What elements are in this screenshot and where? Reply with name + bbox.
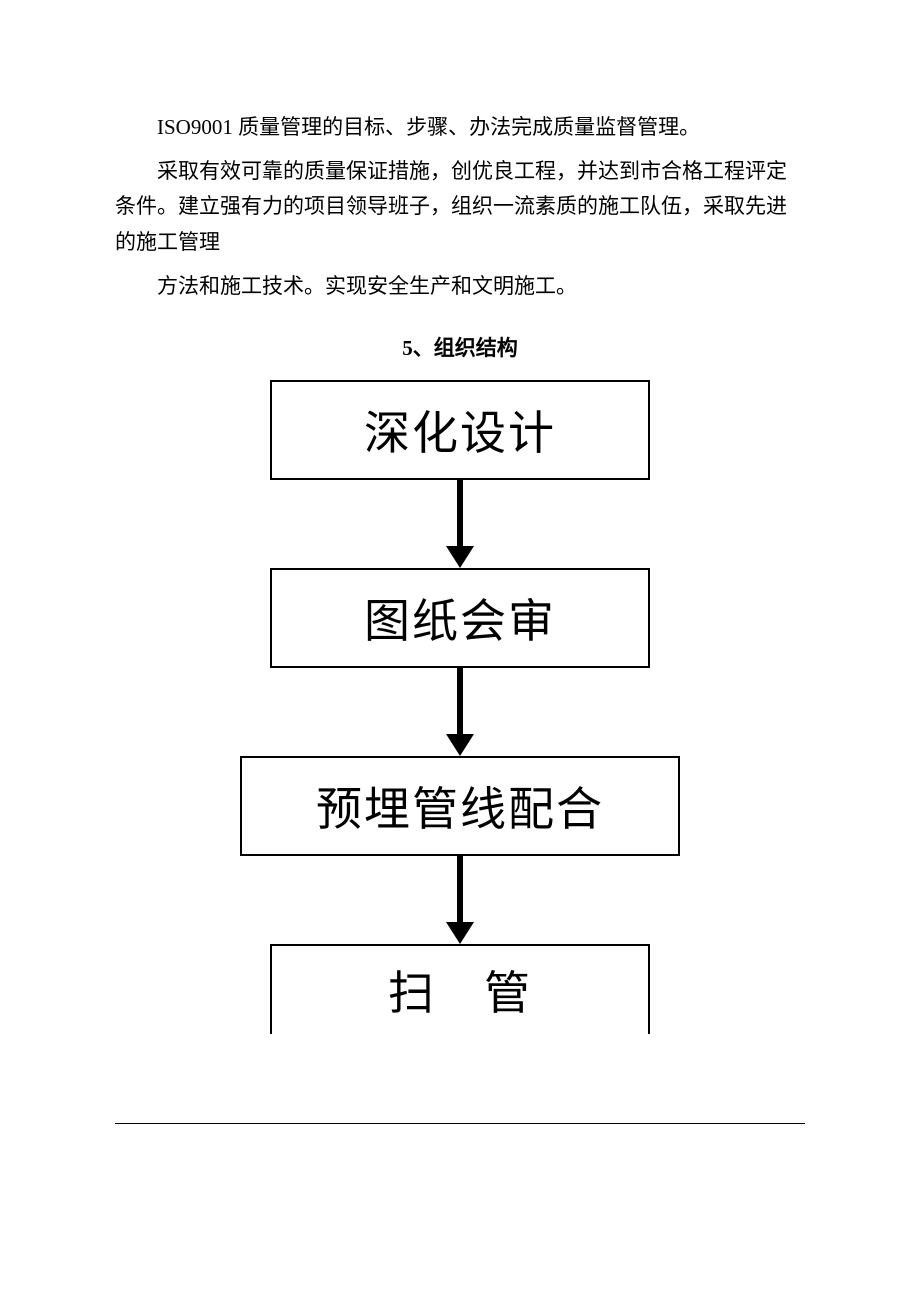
flow-node-1: 深化设计 xyxy=(270,380,650,480)
paragraph-3: 方法和施工技术。实现安全生产和文明施工。 xyxy=(115,269,805,305)
flow-arrow-2 xyxy=(445,668,475,756)
flow-arrow-1 xyxy=(445,480,475,568)
flow-node-2: 图纸会审 xyxy=(270,568,650,668)
flow-node-4: 扫 管 xyxy=(270,944,650,1034)
horizontal-rule xyxy=(115,1123,805,1124)
flowchart: 深化设计 图纸会审 预埋管线配合 扫 管 xyxy=(115,380,805,1034)
arrow-line-icon xyxy=(457,668,463,734)
arrow-head-icon xyxy=(446,546,474,568)
flow-node-3: 预埋管线配合 xyxy=(240,756,680,856)
section-title: 5、组织结构 xyxy=(115,332,805,362)
flow-arrow-3 xyxy=(445,856,475,944)
arrow-head-icon xyxy=(446,734,474,756)
paragraph-1: ISO9001 质量管理的目标、步骤、办法完成质量监督管理。 xyxy=(115,110,805,146)
arrow-line-icon xyxy=(457,856,463,922)
document-content: ISO9001 质量管理的目标、步骤、办法完成质量监督管理。 采取有效可靠的质量… xyxy=(0,0,920,1034)
arrow-line-icon xyxy=(457,480,463,546)
paragraph-2: 采取有效可靠的质量保证措施，创优良工程，并达到市合格工程评定条件。建立强有力的项… xyxy=(115,154,805,261)
arrow-head-icon xyxy=(446,922,474,944)
